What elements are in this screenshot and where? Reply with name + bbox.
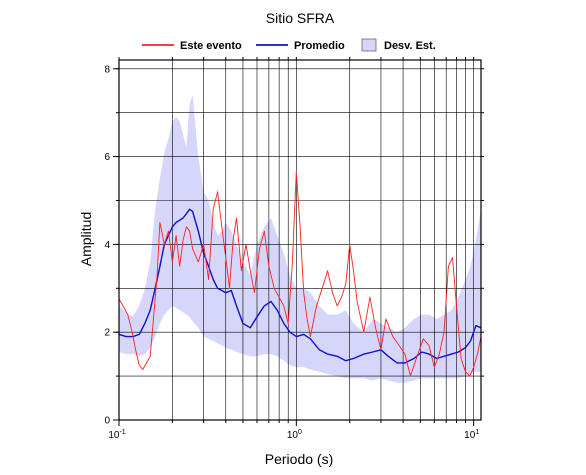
series-line-promedio	[118, 208, 482, 364]
axes-layer: 0 2 4 6 8 10-1 100 101	[104, 57, 484, 441]
legend-item: Este evento	[142, 40, 242, 52]
y-tick-label: 4	[104, 240, 110, 251]
std-dev-band-layer	[119, 95, 481, 383]
legend-item: Promedio	[256, 40, 345, 52]
legend-item: Desv. Est.	[361, 38, 436, 52]
legend-label: Promedio	[294, 40, 345, 52]
x-tick-label: 100	[287, 429, 302, 441]
grid-layer	[119, 60, 481, 420]
y-axis-label: Amplitud	[78, 212, 94, 266]
series-line-este-evento	[118, 171, 482, 377]
legend-label: Este evento	[180, 40, 242, 52]
x-tick-label: 10-1	[108, 429, 125, 441]
chart-title: Sitio SFRA	[266, 10, 335, 26]
y-tick-label: 6	[104, 152, 110, 163]
legend-label: Desv. Est.	[384, 40, 436, 52]
y-tick-label: 8	[104, 64, 110, 75]
y-tick-label: 2	[104, 328, 110, 339]
series-line-layer	[118, 171, 482, 377]
plot-frame	[118, 59, 482, 421]
std-dev-band	[119, 95, 481, 383]
x-axis-label: Periodo (s)	[265, 451, 333, 467]
y-tick-label: 0	[104, 416, 110, 427]
x-tick-label: 101	[464, 429, 479, 441]
legend-swatch	[361, 38, 377, 52]
legend: Este evento Promedio Desv. Est.	[142, 38, 436, 52]
